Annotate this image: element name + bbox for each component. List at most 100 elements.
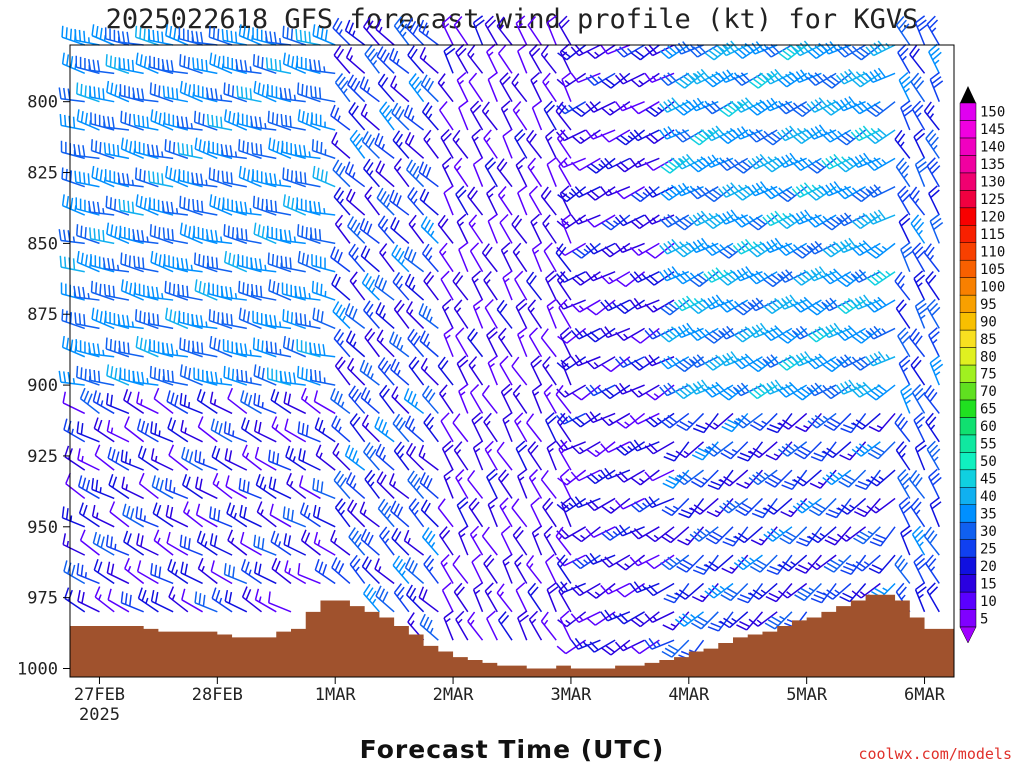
wind-barb xyxy=(808,497,837,517)
wind-barb xyxy=(254,588,277,613)
wind-barb xyxy=(295,170,321,188)
wind-barb xyxy=(90,139,115,160)
wind-barb xyxy=(437,356,454,386)
wind-barb xyxy=(226,502,248,528)
wind-barb xyxy=(421,102,439,131)
colorbar-swatch xyxy=(959,155,977,174)
colorbar-swatch xyxy=(959,504,977,523)
wind-barb xyxy=(807,157,837,174)
wind-barb xyxy=(703,100,734,115)
wind-barb xyxy=(345,46,366,74)
colorbar-label: 130 xyxy=(980,175,1005,191)
wind-barb xyxy=(268,137,292,160)
wind-barb xyxy=(458,525,469,556)
wind-barb xyxy=(360,528,380,556)
colorbar-label: 15 xyxy=(980,576,997,592)
wind-barb xyxy=(224,589,248,613)
wind-barb xyxy=(209,533,233,556)
wind-barb xyxy=(118,340,144,358)
wind-barb xyxy=(295,312,321,330)
wind-barb xyxy=(452,554,469,584)
wind-barb xyxy=(527,15,543,46)
wind-barb xyxy=(910,214,926,244)
wind-barb xyxy=(663,441,690,462)
wind-barb xyxy=(418,586,439,613)
wind-barb xyxy=(526,129,543,159)
wind-barb xyxy=(629,439,660,452)
wind-barb xyxy=(238,307,262,330)
wind-barb xyxy=(134,25,159,46)
wind-barb xyxy=(614,497,645,510)
wind-barb xyxy=(688,237,719,254)
wind-barb xyxy=(733,412,763,429)
wind-barb xyxy=(117,172,144,188)
wind-barb xyxy=(135,506,159,528)
wind-barb xyxy=(517,185,528,216)
wind-barb xyxy=(136,560,159,585)
wind-barb xyxy=(194,279,218,301)
wind-barb xyxy=(808,526,837,544)
wind-barb xyxy=(722,526,749,547)
wind-barb xyxy=(496,583,513,613)
wind-barb xyxy=(124,416,145,443)
wind-barb xyxy=(472,156,484,187)
wind-barb xyxy=(252,54,277,75)
wind-barb xyxy=(135,194,159,216)
wind-barb xyxy=(718,299,749,313)
wind-barb xyxy=(865,209,896,225)
wind-barb xyxy=(868,554,896,574)
wind-barb xyxy=(487,71,498,102)
wind-barb xyxy=(704,582,734,599)
colorbar-label: 40 xyxy=(980,489,997,505)
wind-barb xyxy=(909,186,926,216)
wind-barb xyxy=(614,100,645,112)
wind-barb xyxy=(361,272,380,301)
wind-barb xyxy=(660,554,690,571)
wind-barb xyxy=(377,73,395,103)
wind-barb xyxy=(458,100,469,131)
wind-barb xyxy=(926,440,941,471)
wind-barb xyxy=(208,309,233,330)
wind-barb xyxy=(133,114,159,131)
wind-barb xyxy=(555,101,572,131)
wind-barb xyxy=(333,328,351,358)
wind-barb xyxy=(517,326,528,358)
colorbar-label: 85 xyxy=(980,332,997,348)
wind-barb xyxy=(898,355,911,386)
wind-barb xyxy=(106,80,130,103)
wind-barb xyxy=(256,501,277,528)
wind-barb xyxy=(497,44,513,74)
wind-barb xyxy=(780,497,808,518)
wind-barb xyxy=(486,185,498,216)
wind-barb xyxy=(390,75,410,103)
wind-barb xyxy=(703,242,734,257)
wind-barb xyxy=(136,533,159,556)
wind-barb xyxy=(471,553,484,584)
wind-barb xyxy=(253,561,277,585)
wind-barb xyxy=(162,369,189,386)
wind-barb xyxy=(484,582,498,613)
wind-barb xyxy=(235,200,262,216)
wind-barb xyxy=(241,586,262,613)
wind-barb xyxy=(393,299,410,329)
wind-barb xyxy=(600,271,631,285)
wind-barb xyxy=(526,413,543,443)
wind-barb xyxy=(559,468,572,499)
wind-barb xyxy=(821,297,852,312)
wind-barb xyxy=(528,43,543,74)
colorbar-label: 45 xyxy=(980,472,997,488)
wind-barb xyxy=(570,44,601,57)
wind-barb xyxy=(556,242,587,257)
wind-barb xyxy=(73,285,100,301)
wind-barb xyxy=(393,583,410,613)
wind-barb xyxy=(265,57,292,75)
wind-barb xyxy=(644,44,675,57)
wind-barb xyxy=(212,472,233,500)
wind-barb xyxy=(455,185,469,216)
wind-barb xyxy=(747,128,778,143)
wind-barb xyxy=(570,611,601,624)
wind-barb xyxy=(162,227,189,245)
wind-barb xyxy=(220,144,247,160)
wind-barb xyxy=(514,270,528,301)
wind-barb xyxy=(330,529,351,556)
